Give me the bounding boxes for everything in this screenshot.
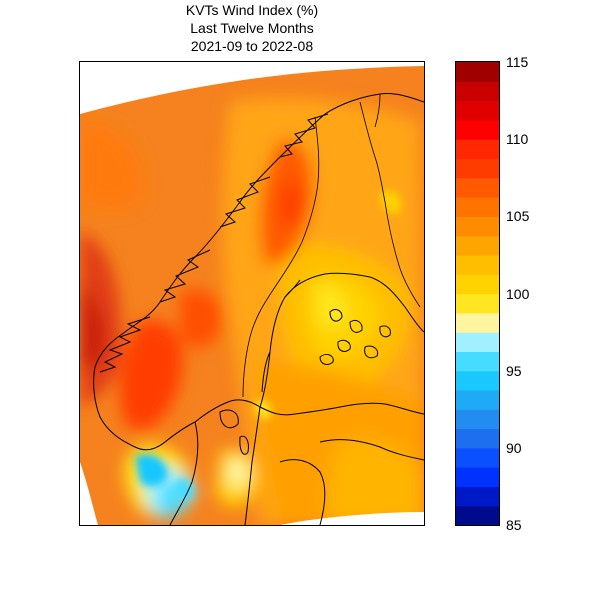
colorbar-tick-100: 100: [506, 286, 530, 302]
blank-bottom-left: [80, 462, 98, 525]
colorbar-band: [456, 312, 499, 333]
colorbar-band: [456, 100, 499, 121]
title-line-1: KVTs Wind Index (%): [185, 2, 319, 18]
blank-top: [80, 62, 424, 114]
colorbar-tick-115: 115: [506, 54, 529, 70]
colorbar-band: [456, 467, 499, 488]
colorbar-band: [456, 235, 499, 256]
colorbar-svg: [456, 62, 499, 525]
colorbar-tick-90: 90: [506, 440, 522, 456]
colorbar-band: [456, 62, 499, 82]
wind-index-map: [79, 61, 425, 526]
colorbar-band: [456, 158, 499, 179]
colorbar-band: [456, 486, 499, 507]
colorbar-band: [456, 428, 499, 449]
colorbar-tick-85: 85: [506, 517, 522, 533]
colorbar-band: [456, 254, 499, 275]
coastlines: [93, 93, 424, 525]
colorbar-band: [456, 177, 499, 198]
colorbar-band: [456, 389, 499, 410]
colorbar-band: [456, 409, 499, 430]
colorbar-tick-110: 110: [506, 131, 529, 147]
denmark-patch: [135, 190, 402, 500]
colorbar: [455, 61, 500, 526]
blank-bottom-right: [280, 512, 424, 525]
colorbar-band: [456, 197, 499, 217]
colorbar-band: [456, 505, 499, 525]
colorbar-band: [456, 293, 499, 314]
map-svg: [80, 62, 424, 525]
colorbar-band: [456, 216, 499, 237]
title-line-3: 2021-09 to 2022-08: [190, 38, 314, 54]
title-line-2: Last Twelve Months: [190, 20, 314, 36]
colorbar-tick-95: 95: [506, 363, 522, 379]
colorbar-band: [456, 274, 499, 295]
colorbar-band: [456, 332, 499, 352]
colorbar-band: [456, 447, 499, 468]
colorbar-band: [456, 119, 499, 140]
colorbar-band: [456, 139, 499, 160]
colorbar-band: [456, 351, 499, 372]
colorbar-band: [456, 370, 499, 391]
colorbar-band: [456, 81, 499, 102]
colorbar-tick-105: 105: [506, 208, 530, 224]
